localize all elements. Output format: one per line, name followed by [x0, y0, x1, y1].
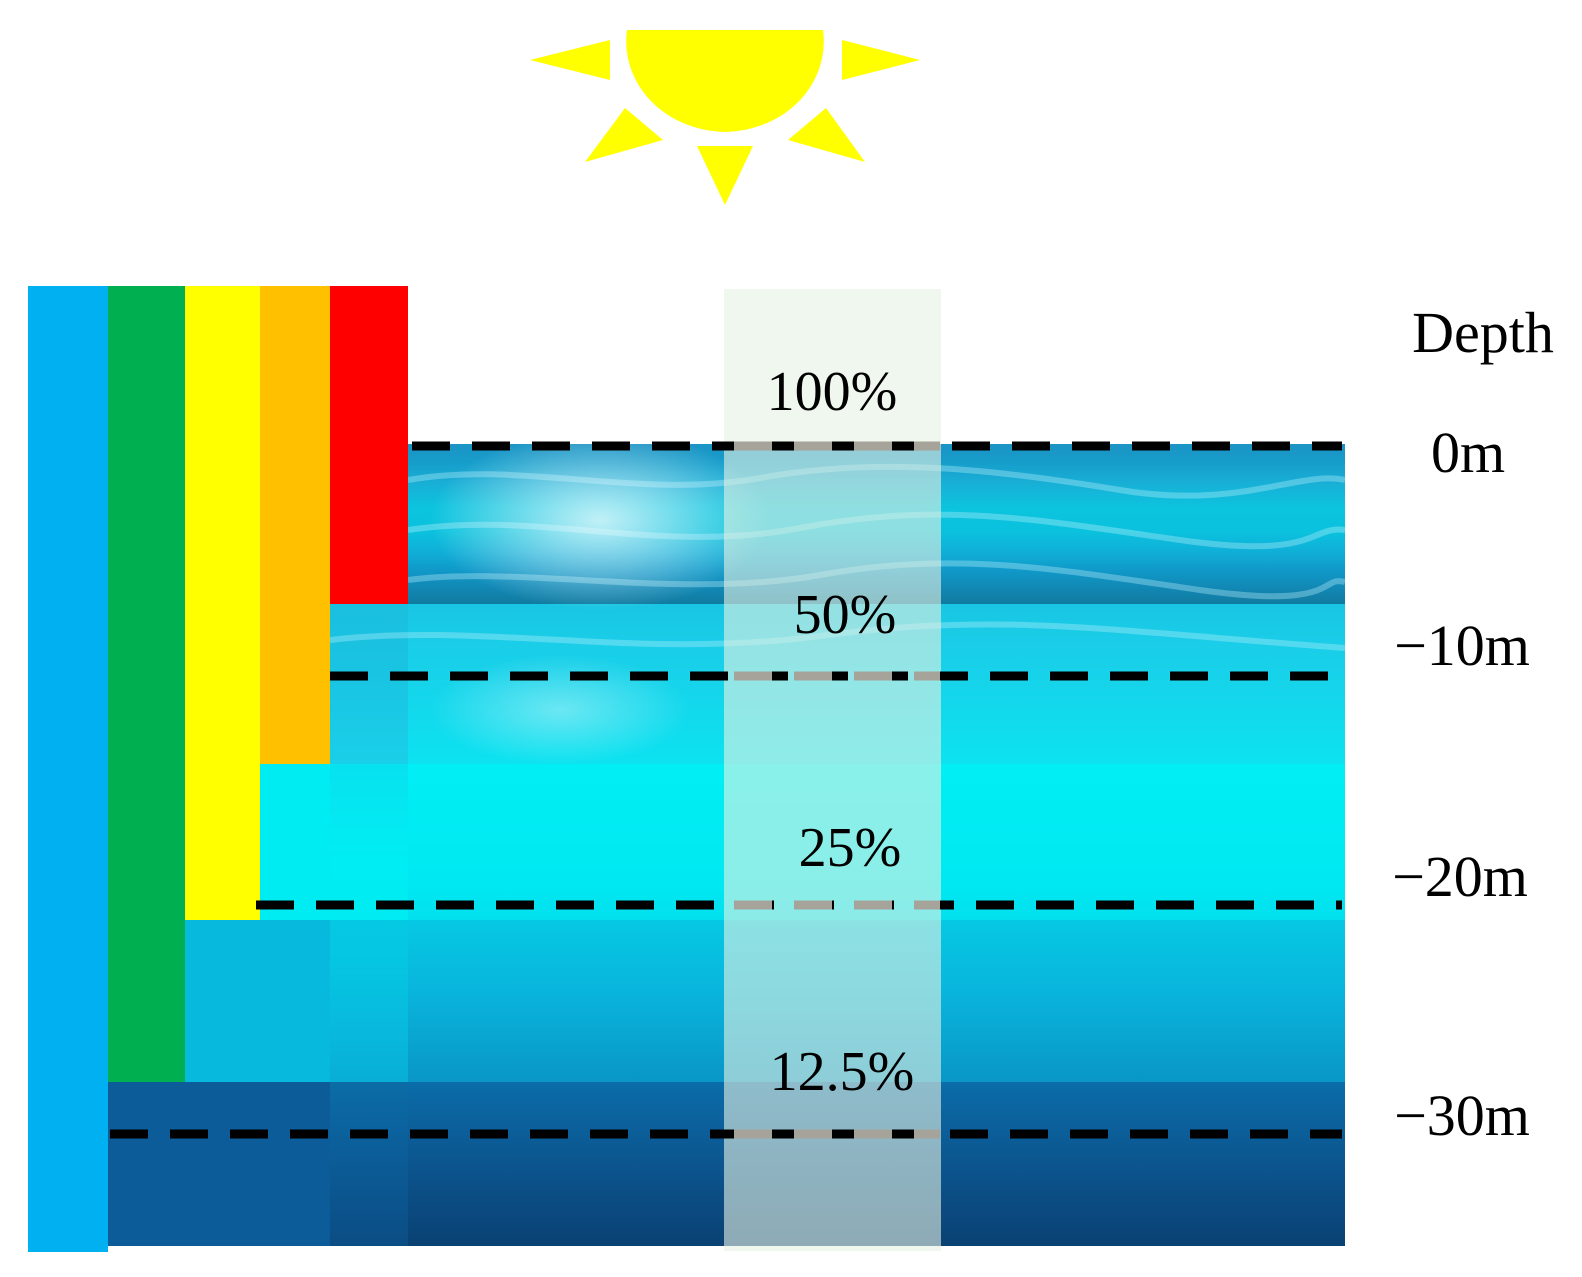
red-bar — [330, 286, 408, 604]
intensity-labels: 100% 50% 25% 12.5% — [767, 361, 915, 1103]
sun-glare — [430, 430, 770, 610]
depth-label-20m: −20m — [1392, 844, 1528, 909]
intensity-label-100: 100% — [767, 361, 898, 423]
yellow-bar — [185, 286, 260, 920]
blue-bar — [28, 286, 108, 1252]
intensity-label-12-5: 12.5% — [770, 1041, 915, 1103]
intensity-label-50: 50% — [794, 584, 897, 646]
depth-label-10m: −10m — [1394, 613, 1530, 678]
depth-axis: Depth 0m −10m −20m −30m — [1392, 300, 1554, 1148]
light-intensity-column — [724, 289, 941, 1251]
light-rays — [430, 655, 690, 765]
sun-icon — [530, 30, 920, 205]
depth-lines-in-column — [734, 441, 940, 1139]
depth-label-0m: 0m — [1431, 420, 1505, 485]
intensity-label-25: 25% — [799, 817, 902, 879]
green-bar — [108, 286, 185, 1082]
depth-label-30m: −30m — [1394, 1083, 1530, 1148]
spectrum-bars — [28, 286, 408, 1252]
depth-header: Depth — [1412, 300, 1554, 365]
orange-bar — [260, 286, 330, 764]
